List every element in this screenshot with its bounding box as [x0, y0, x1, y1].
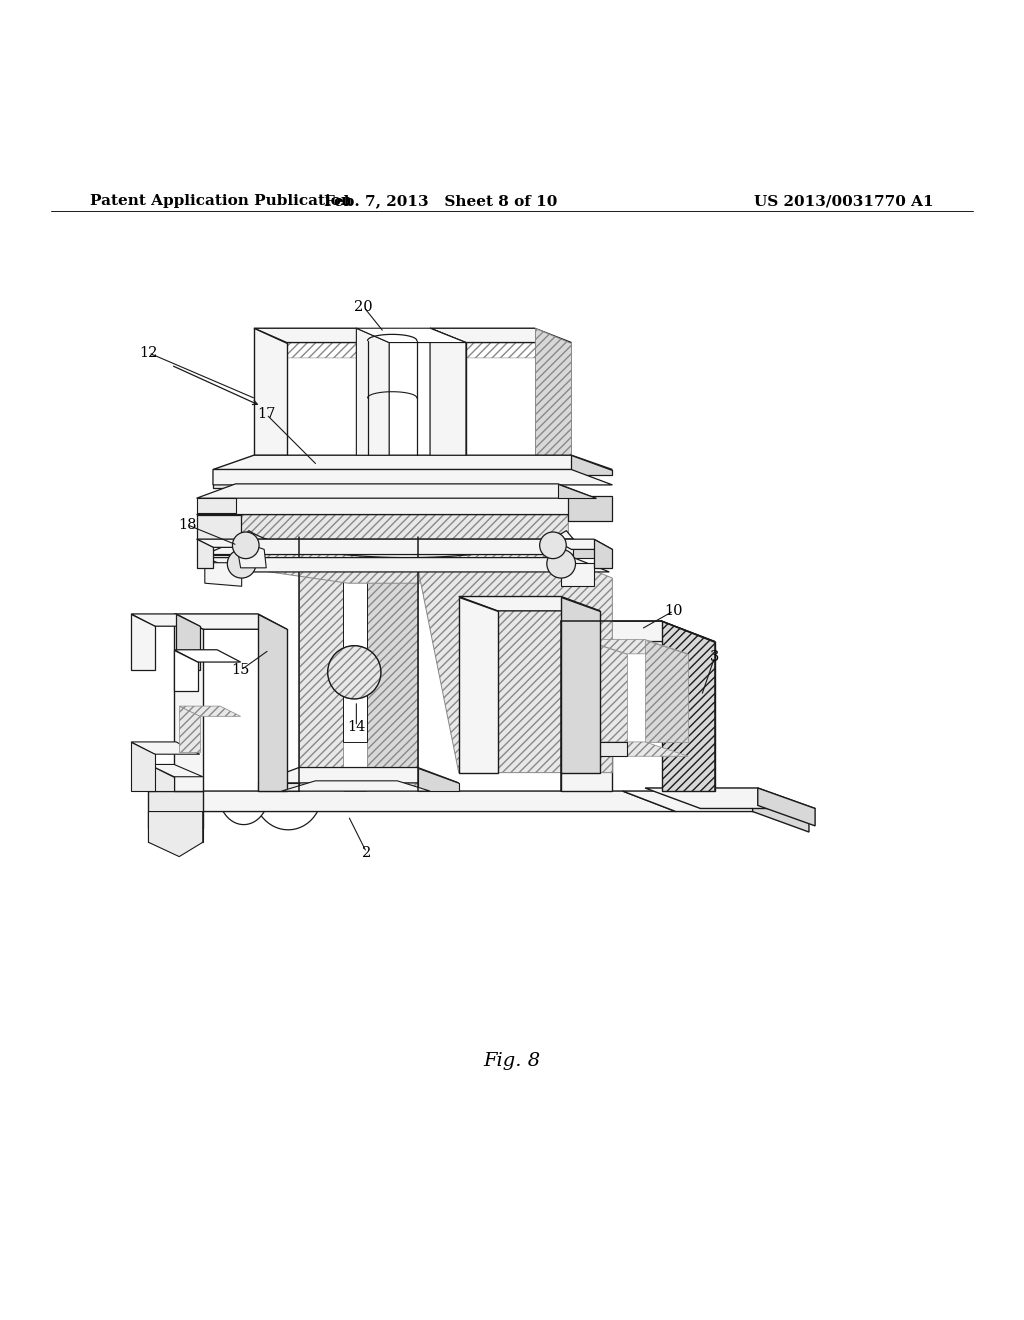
Polygon shape [213, 470, 254, 488]
Circle shape [227, 549, 256, 578]
Text: 17: 17 [257, 408, 275, 421]
Polygon shape [459, 597, 498, 772]
Polygon shape [753, 791, 809, 832]
Polygon shape [148, 764, 203, 776]
Polygon shape [356, 329, 389, 455]
Polygon shape [568, 496, 612, 520]
Polygon shape [213, 455, 612, 470]
Text: 20: 20 [354, 300, 373, 314]
Polygon shape [197, 539, 258, 548]
Polygon shape [299, 537, 418, 557]
Polygon shape [418, 767, 459, 791]
Text: 10: 10 [665, 603, 683, 618]
Polygon shape [623, 791, 809, 812]
Text: Patent Application Publication: Patent Application Publication [90, 194, 352, 209]
Polygon shape [213, 470, 612, 484]
Polygon shape [197, 496, 612, 515]
Text: 12: 12 [139, 346, 158, 360]
Polygon shape [197, 498, 236, 512]
Polygon shape [205, 557, 609, 572]
Polygon shape [258, 783, 299, 791]
Polygon shape [148, 828, 203, 842]
Polygon shape [584, 639, 688, 653]
Polygon shape [148, 791, 676, 812]
Polygon shape [558, 484, 596, 498]
Polygon shape [148, 812, 203, 828]
Polygon shape [205, 554, 241, 568]
Polygon shape [561, 562, 594, 586]
Polygon shape [561, 622, 715, 642]
Polygon shape [662, 622, 715, 791]
Polygon shape [197, 539, 213, 568]
Polygon shape [584, 742, 627, 756]
Polygon shape [174, 614, 203, 791]
Polygon shape [584, 639, 627, 742]
Polygon shape [645, 639, 688, 742]
Circle shape [547, 549, 575, 578]
Circle shape [232, 532, 259, 558]
Polygon shape [254, 329, 389, 343]
Text: 14: 14 [347, 719, 366, 734]
Polygon shape [758, 788, 815, 826]
Polygon shape [148, 812, 203, 857]
Polygon shape [430, 329, 466, 455]
Polygon shape [367, 537, 418, 791]
Polygon shape [254, 329, 287, 455]
Circle shape [540, 532, 566, 558]
Polygon shape [197, 484, 596, 498]
Polygon shape [174, 649, 198, 690]
Polygon shape [356, 329, 389, 455]
Text: Feb. 7, 2013   Sheet 8 of 10: Feb. 7, 2013 Sheet 8 of 10 [324, 194, 557, 209]
Polygon shape [131, 742, 200, 754]
Polygon shape [148, 791, 203, 812]
Text: Fig. 8: Fig. 8 [483, 1052, 541, 1071]
Polygon shape [430, 329, 466, 455]
Polygon shape [343, 548, 367, 742]
Polygon shape [131, 614, 200, 626]
Polygon shape [148, 764, 174, 791]
Polygon shape [131, 742, 155, 791]
Polygon shape [584, 742, 688, 756]
Polygon shape [236, 539, 266, 568]
Polygon shape [176, 614, 200, 671]
Polygon shape [561, 597, 600, 772]
Polygon shape [553, 539, 612, 549]
Polygon shape [573, 539, 609, 557]
Polygon shape [282, 781, 430, 791]
Polygon shape [241, 531, 573, 557]
Polygon shape [241, 496, 568, 583]
Polygon shape [179, 706, 241, 717]
Polygon shape [131, 614, 155, 671]
Polygon shape [258, 614, 287, 791]
Text: US 2013/0031770 A1: US 2013/0031770 A1 [755, 194, 934, 209]
Polygon shape [205, 562, 242, 586]
Polygon shape [174, 614, 287, 630]
Polygon shape [418, 557, 612, 772]
Polygon shape [535, 329, 571, 455]
Polygon shape [299, 537, 343, 791]
Polygon shape [430, 329, 571, 343]
Polygon shape [197, 515, 241, 539]
Text: 15: 15 [231, 663, 250, 677]
Polygon shape [356, 329, 466, 343]
Text: 3: 3 [710, 649, 720, 664]
Polygon shape [258, 767, 459, 783]
Text: 2: 2 [361, 846, 372, 859]
Polygon shape [645, 788, 815, 808]
Polygon shape [205, 539, 609, 554]
Polygon shape [571, 455, 612, 475]
Polygon shape [561, 622, 612, 791]
Polygon shape [594, 539, 612, 568]
Polygon shape [459, 597, 600, 611]
Polygon shape [179, 706, 200, 752]
Polygon shape [174, 649, 241, 663]
Text: 18: 18 [178, 517, 197, 532]
Circle shape [328, 645, 381, 698]
